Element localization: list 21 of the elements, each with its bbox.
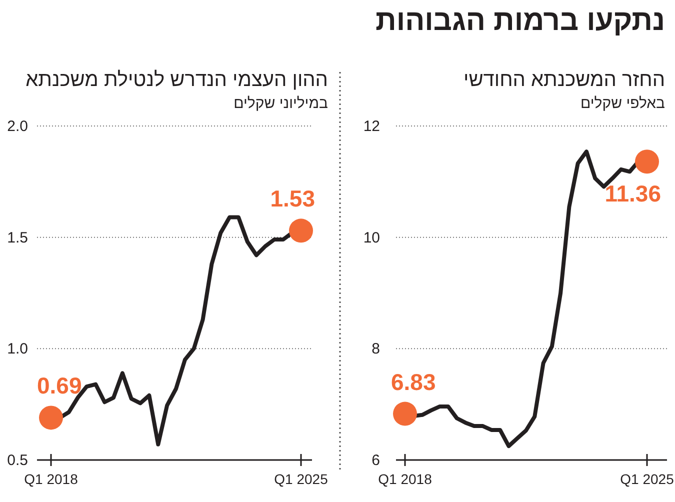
y-tick-label: 0.5 (7, 452, 28, 469)
data-label: 11.36 (604, 180, 661, 207)
y-tick-label: 8 (372, 340, 380, 358)
data-label: 0.69 (37, 372, 82, 399)
text: נתקעו ברמות הגבוהות (376, 5, 665, 37)
x-tick-label: Q1 2025 (274, 471, 328, 487)
y-tick-label: 1.0 (7, 340, 28, 358)
data-label: 6.83 (391, 368, 436, 395)
y-tick-label: 10 (363, 229, 380, 246)
x-tick-label: Q1 2018 (24, 471, 78, 487)
chart-title: ההון העצמי הנדרש לנטילת משכנתא (26, 69, 328, 91)
chart-title: החזר המשכנתא החודשי (464, 69, 665, 91)
y-tick-label: 2.0 (7, 118, 28, 135)
y-axis-title: באלפי שקלים (580, 95, 666, 112)
y-axis-title: במיליוני שקלים (234, 95, 328, 112)
y-tick-label: 1.5 (7, 229, 28, 246)
y-tick-label: 6 (372, 452, 380, 469)
data-label: 1.53 (270, 186, 315, 212)
y-tick-label: 12 (363, 118, 380, 135)
x-tick-label: Q1 2018 (378, 471, 432, 487)
x-tick-label: Q1 2025 (620, 471, 674, 487)
